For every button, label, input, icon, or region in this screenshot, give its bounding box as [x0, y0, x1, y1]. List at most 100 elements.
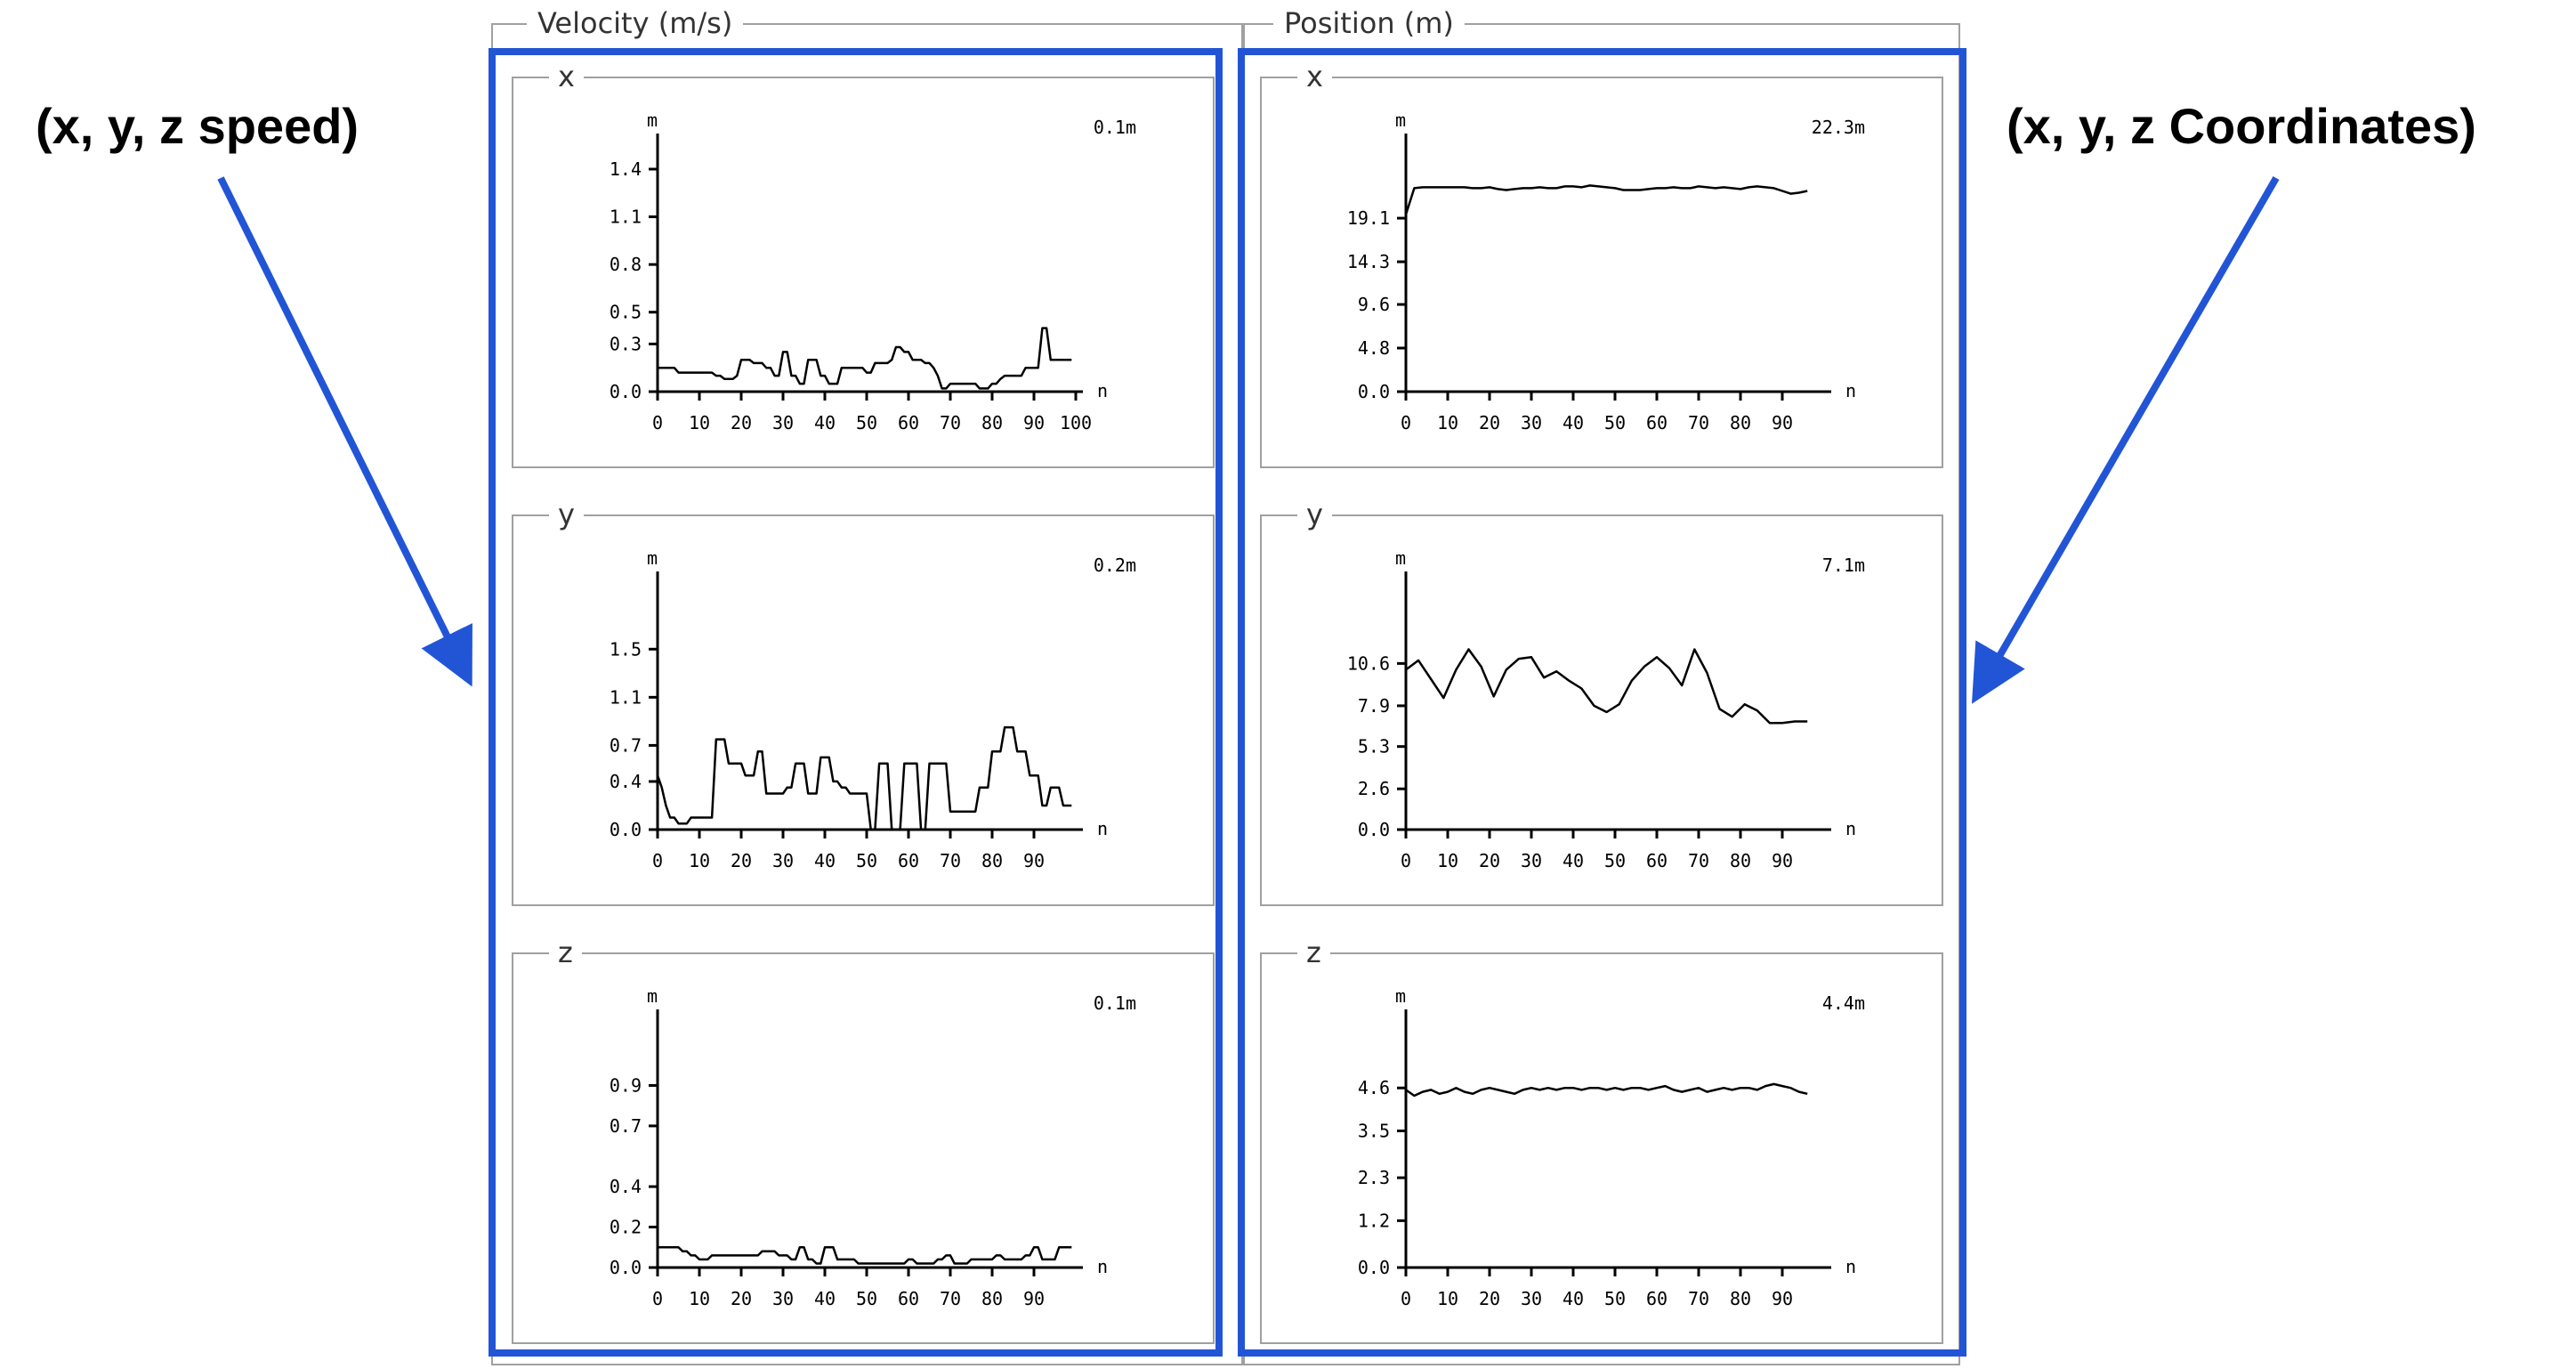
series-line	[1405, 648, 1808, 725]
x-unit-label: n	[1097, 380, 1108, 401]
y-tick-label: 4.6	[1358, 1077, 1390, 1098]
series-line	[658, 327, 1072, 390]
x-tick-label: 50	[856, 412, 877, 433]
x-tick-label: 50	[1604, 1288, 1626, 1309]
y-tick-label: 14.3	[1347, 251, 1390, 272]
y-tick-label: 0.0	[1358, 819, 1390, 840]
x-tick-label: 80	[1730, 412, 1751, 433]
y-tick-label: 0.4	[610, 1176, 642, 1197]
chart-svg: 0.0 0.4 0.7 1.1 1.5 0 10 20 30 40 50 60 70 80 90 m n 0.2m	[610, 547, 1136, 871]
x-tick-label: 40	[814, 412, 836, 433]
current-value-readout: 0.2m	[1094, 555, 1136, 576]
x-tick-label: 60	[898, 412, 919, 433]
series-line	[1405, 1082, 1808, 1098]
y-unit-label: m	[647, 985, 658, 1007]
y-unit-label: m	[1395, 985, 1406, 1007]
y-tick-label: 0.0	[610, 381, 642, 402]
y-tick-label: 9.6	[1358, 294, 1390, 315]
y-tick-label: 0.0	[610, 1257, 642, 1278]
x-tick-label: 20	[731, 412, 752, 433]
y-tick-label: 10.6	[1347, 652, 1390, 674]
x-tick-label: 80	[981, 412, 1003, 433]
chart-panel-vel-z: z 0.0 0.2 0.4 0.7 0.9 0 10 20 30 40 50 60 70 80 90 m n 0.1…	[512, 936, 1215, 1344]
current-value-readout: 22.3m	[1812, 117, 1865, 138]
panel-axis-label: z	[549, 936, 582, 968]
x-tick-label: 0	[652, 1288, 663, 1309]
x-tick-label: 30	[1521, 412, 1542, 433]
y-tick-label: 1.5	[610, 638, 642, 660]
current-value-readout: 0.1m	[1094, 992, 1136, 1014]
y-tick-label: 3.5	[1358, 1120, 1390, 1141]
chart-svg: 0.0 2.6 5.3 7.9 10.6 0 10 20 30 40 50 60 70 80 90 m n 7.1…	[1347, 547, 1865, 871]
chart-svg: 0.0 0.3 0.5 0.8 1.1 1.4 0 10 20 30 40 50 60 70 80 90 100…	[610, 109, 1136, 433]
x-tick-label: 80	[1730, 1288, 1751, 1309]
chart-panel-vel-x: x 0.0 0.3 0.5 0.8 1.1 1.4 0 10 20 30 40 50 60 70 80 90 10…	[512, 61, 1215, 468]
x-tick-label: 60	[1646, 1288, 1668, 1309]
x-tick-label: 80	[981, 1288, 1003, 1309]
x-tick-label: 10	[1437, 1288, 1458, 1309]
x-tick-label: 0	[652, 412, 663, 433]
x-tick-label: 80	[1730, 850, 1751, 871]
x-tick-label: 0	[1401, 850, 1411, 871]
x-tick-label: 70	[1688, 1288, 1709, 1309]
y-tick-label: 2.6	[1358, 778, 1390, 799]
chart-panel-pos-y: y 0.0 2.6 5.3 7.9 10.6 0 10 20 30 40 50 60 70 80 90 m n 7.…	[1260, 498, 1943, 906]
x-tick-label: 90	[1772, 1288, 1793, 1309]
x-tick-label: 60	[1646, 412, 1668, 433]
x-tick-label: 20	[731, 1288, 752, 1309]
x-tick-label: 0	[652, 850, 663, 871]
x-tick-label: 40	[814, 1288, 836, 1309]
y-tick-label: 0.7	[610, 734, 642, 756]
x-tick-label: 20	[1479, 850, 1500, 871]
x-tick-label: 90	[1023, 850, 1045, 871]
x-tick-label: 30	[1521, 850, 1542, 871]
x-tick-label: 90	[1772, 412, 1793, 433]
y-tick-label: 1.2	[1358, 1210, 1390, 1231]
x-tick-label: 60	[898, 850, 919, 871]
current-value-readout: 4.4m	[1822, 992, 1865, 1014]
right-arrow	[1971, 175, 2280, 704]
y-tick-label: 19.1	[1347, 207, 1390, 229]
chart-svg: 0.0 4.8 9.6 14.3 19.1 0 10 20 30 40 50 60 70 80 90 m n 22…	[1347, 109, 1865, 433]
x-unit-label: n	[1097, 1256, 1108, 1277]
x-tick-label: 10	[1437, 850, 1458, 871]
right-annotation-label: (x, y, z Coordinates)	[2007, 98, 2476, 154]
x-tick-label: 100	[1060, 412, 1092, 433]
panel-axis-label: y	[549, 498, 584, 531]
y-tick-label: 1.1	[610, 686, 642, 708]
y-tick-label: 0.0	[1358, 381, 1390, 402]
position-group-title: Position (m)	[1273, 7, 1465, 39]
x-tick-label: 30	[772, 412, 794, 433]
y-unit-label: m	[647, 547, 658, 569]
x-unit-label: n	[1845, 380, 1856, 401]
x-tick-label: 70	[940, 1288, 961, 1309]
y-tick-label: 4.8	[1358, 337, 1390, 359]
x-tick-label: 30	[772, 850, 794, 871]
y-unit-label: m	[1395, 547, 1406, 569]
x-tick-label: 20	[731, 850, 752, 871]
x-tick-label: 70	[1688, 850, 1709, 871]
current-value-readout: 7.1m	[1822, 555, 1865, 576]
x-tick-label: 70	[940, 850, 961, 871]
x-tick-label: 90	[1772, 850, 1793, 871]
y-tick-label: 0.3	[610, 333, 642, 354]
y-tick-label: 0.7	[610, 1115, 642, 1137]
x-tick-label: 20	[1479, 412, 1500, 433]
x-tick-label: 90	[1023, 412, 1045, 433]
x-tick-label: 40	[1563, 850, 1584, 871]
x-unit-label: n	[1845, 818, 1856, 839]
left-arrow	[217, 176, 472, 687]
x-tick-label: 10	[689, 412, 710, 433]
x-unit-label: n	[1845, 1256, 1856, 1277]
velocity-highlight-box	[489, 48, 1223, 1357]
panel-axis-label: z	[1297, 936, 1330, 968]
left-annotation-label: (x, y, z speed)	[36, 98, 359, 154]
current-value-readout: 0.1m	[1094, 117, 1136, 138]
x-tick-label: 0	[1401, 1288, 1411, 1309]
x-tick-label: 10	[689, 1288, 710, 1309]
position-highlight-box	[1238, 48, 1966, 1357]
chart-panel-pos-z: z 0.0 1.2 2.3 3.5 4.6 0 10 20 30 40 50 60 70 80 90 m n 4.4…	[1260, 936, 1943, 1344]
x-tick-label: 50	[1604, 850, 1626, 871]
y-tick-label: 5.3	[1358, 736, 1390, 757]
y-tick-label: 7.9	[1358, 695, 1390, 717]
